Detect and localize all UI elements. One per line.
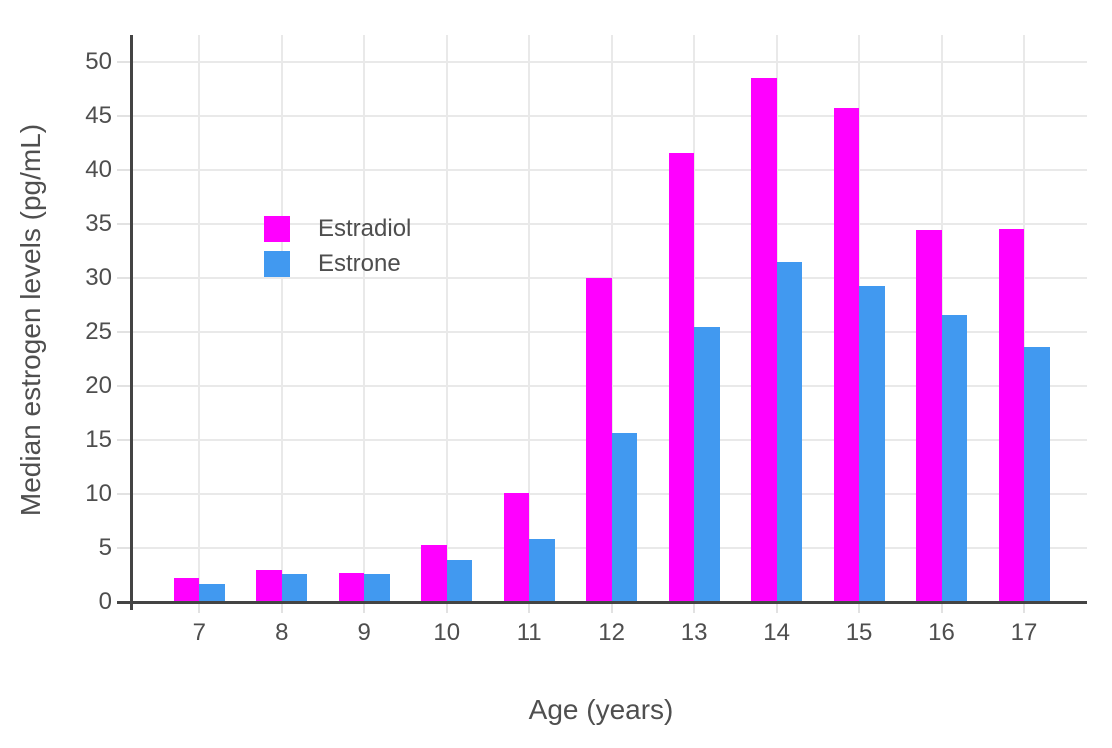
bar-estradiol-age-12[interactable] <box>586 278 612 602</box>
x-tick-mark <box>693 604 696 613</box>
bar-estradiol-age-17[interactable] <box>998 228 1024 602</box>
bar-estradiol-age-10[interactable] <box>421 544 447 602</box>
x-tick-mark <box>610 604 613 613</box>
y-tick-label: 15 <box>85 426 112 454</box>
estrone-swatch-icon <box>264 251 290 277</box>
y-tick-label: 30 <box>85 264 112 292</box>
gridline-horizontal <box>133 115 1087 118</box>
x-axis-line <box>117 601 1087 604</box>
bar-estradiol-age-9[interactable] <box>338 572 365 602</box>
y-tick-label: 5 <box>98 534 112 562</box>
x-tick-label: 9 <box>357 619 371 646</box>
bar-estrone-age-14[interactable] <box>776 261 803 602</box>
y-tick-label: 10 <box>85 480 112 508</box>
x-tick-mark <box>1023 604 1025 613</box>
y-tick-mark <box>117 547 133 550</box>
x-tick-label: 13 <box>680 619 708 646</box>
gridline-vertical <box>1023 35 1025 602</box>
bar-estrone-age-11[interactable] <box>529 539 555 602</box>
x-tick-mark <box>528 604 531 613</box>
gridline-horizontal <box>133 61 1087 64</box>
gridline-vertical <box>693 35 696 602</box>
y-axis-line <box>130 35 133 610</box>
legend-item-estrone[interactable]: Estrone <box>264 251 411 277</box>
bar-estrone-age-10[interactable] <box>446 559 473 602</box>
legend-label-estrone: Estrone <box>318 250 401 277</box>
y-tick-mark <box>117 277 133 280</box>
x-tick-mark <box>445 604 448 613</box>
gridline-vertical <box>363 35 366 602</box>
y-tick-mark <box>117 115 133 118</box>
x-tick-label: 15 <box>845 619 873 646</box>
bar-estradiol-age-15[interactable] <box>833 107 860 602</box>
x-axis-title: Age (years) <box>528 694 674 725</box>
x-tick-mark <box>775 604 778 613</box>
bar-estradiol-age-8[interactable] <box>256 569 282 602</box>
x-tick-mark <box>280 604 283 613</box>
y-tick-label: 25 <box>85 318 112 346</box>
legend-item-estradiol[interactable]: Estradiol <box>264 216 411 242</box>
x-tick-label: 12 <box>598 619 625 646</box>
y-tick-mark <box>117 223 133 226</box>
y-tick-label: 0 <box>98 588 112 615</box>
y-tick-label: 40 <box>85 156 112 184</box>
x-tick-label: 17 <box>1010 619 1038 646</box>
bar-estradiol-age-13[interactable] <box>668 152 695 602</box>
x-tick-mark <box>363 604 366 613</box>
legend: Estradiol Estrone <box>264 216 411 286</box>
x-tick-label: 14 <box>763 619 790 646</box>
bar-estradiol-age-11[interactable] <box>503 492 530 602</box>
gridline-vertical <box>280 35 283 602</box>
y-tick-mark <box>117 169 133 172</box>
y-tick-label: 50 <box>85 48 112 76</box>
gridline-horizontal <box>133 223 1087 226</box>
x-tick-mark <box>940 604 943 613</box>
bar-estradiol-age-16[interactable] <box>916 229 942 602</box>
y-axis-title: Median estrogen levels (pg/mL) <box>15 123 46 517</box>
y-tick-label: 20 <box>85 372 112 400</box>
bar-estradiol-age-7[interactable] <box>173 578 200 602</box>
bar-estrone-age-16[interactable] <box>941 314 968 602</box>
y-tick-mark <box>117 439 133 442</box>
x-tick-label: 8 <box>275 619 289 646</box>
x-tick-label: 10 <box>433 619 461 646</box>
bar-estrone-age-17[interactable] <box>1024 347 1050 602</box>
gridline-horizontal <box>133 169 1087 172</box>
gridline-vertical <box>528 35 531 602</box>
bar-estrone-age-15[interactable] <box>859 285 885 602</box>
legend-label-estradiol: Estradiol <box>318 215 412 242</box>
gridline-vertical <box>445 35 448 602</box>
gridline-vertical <box>198 35 201 602</box>
y-tick-mark <box>117 493 133 496</box>
bar-estrone-age-7[interactable] <box>199 583 225 602</box>
gridline-vertical <box>610 35 613 602</box>
x-tick-label: 16 <box>928 619 955 646</box>
bar-estradiol-age-14[interactable] <box>751 78 777 602</box>
estradiol-swatch-icon <box>264 216 290 242</box>
y-tick-mark <box>117 61 133 64</box>
x-tick-mark <box>198 604 201 613</box>
bar-estrone-age-13[interactable] <box>694 326 720 602</box>
bar-estrone-age-8[interactable] <box>281 573 308 602</box>
bar-estrone-age-12[interactable] <box>611 432 638 602</box>
y-tick-mark <box>117 385 133 388</box>
x-tick-mark <box>858 604 861 613</box>
y-tick-mark <box>117 331 133 334</box>
x-tick-label: 11 <box>516 619 542 646</box>
x-tick-label: 7 <box>192 619 206 646</box>
y-tick-label: 35 <box>85 210 112 238</box>
y-tick-label: 45 <box>85 102 112 130</box>
bar-estrone-age-9[interactable] <box>364 573 390 602</box>
